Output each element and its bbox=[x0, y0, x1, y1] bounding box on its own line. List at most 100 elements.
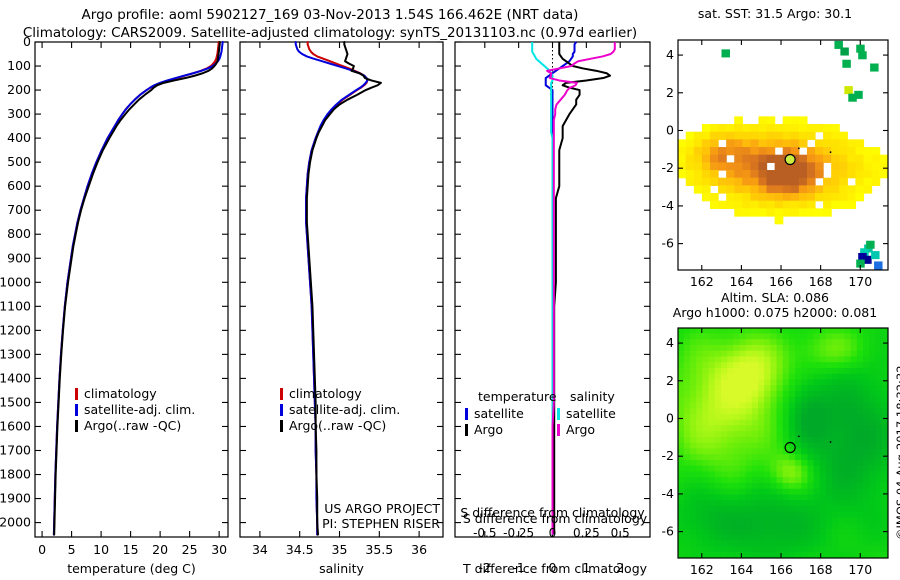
page-title-line1: Argo profile: aoml 5902127_169 03-Nov-20… bbox=[81, 7, 579, 23]
sla-cell bbox=[678, 551, 685, 558]
sla-cell bbox=[757, 500, 765, 507]
svg-text:400: 400 bbox=[7, 130, 31, 145]
sla-cell bbox=[739, 534, 747, 542]
sla-cell bbox=[825, 546, 833, 553]
sla-cell bbox=[869, 517, 876, 524]
sla-cell bbox=[856, 505, 864, 513]
sla-cell bbox=[764, 373, 771, 381]
sla-cell bbox=[764, 350, 771, 358]
sla-cell bbox=[838, 419, 846, 427]
sla-cell bbox=[838, 505, 846, 513]
sla-cell bbox=[856, 408, 864, 415]
sla-cell bbox=[801, 385, 809, 392]
sla-cell bbox=[881, 551, 888, 558]
sst-cell bbox=[750, 208, 760, 217]
sst-cell bbox=[798, 162, 808, 171]
sst-cell bbox=[734, 124, 743, 133]
sla-cell bbox=[856, 379, 864, 386]
sst-cell bbox=[847, 185, 856, 194]
svg-text:15: 15 bbox=[123, 542, 139, 557]
sla-cell bbox=[813, 356, 821, 363]
sst-cell bbox=[758, 170, 768, 179]
sla-cell bbox=[807, 419, 815, 427]
sla-cell bbox=[856, 350, 864, 358]
sst-cell bbox=[693, 185, 703, 194]
sla-cell bbox=[801, 390, 809, 398]
sla-cell bbox=[832, 436, 839, 444]
sla-cell bbox=[813, 459, 821, 467]
sst-cell bbox=[871, 154, 881, 163]
sla-cell bbox=[683, 454, 691, 461]
sla-cell bbox=[862, 328, 870, 335]
sla-cell bbox=[690, 454, 697, 461]
sla-cell bbox=[714, 465, 722, 473]
sla-cell bbox=[776, 511, 784, 519]
sla-cell bbox=[869, 494, 876, 501]
sla-cell bbox=[702, 328, 710, 335]
sla-cell bbox=[727, 488, 734, 496]
sla-cell bbox=[856, 413, 864, 421]
sst-cell bbox=[823, 154, 832, 163]
sla-cell bbox=[727, 385, 734, 392]
sla-cell bbox=[825, 523, 833, 530]
sla-cell bbox=[702, 425, 710, 432]
sla-cell bbox=[727, 419, 734, 427]
sla-cell bbox=[856, 546, 864, 553]
sla-cell bbox=[801, 402, 809, 409]
track-dot bbox=[829, 441, 832, 443]
sla-cell bbox=[733, 333, 741, 340]
sst-cell bbox=[806, 131, 816, 140]
sst-cell bbox=[815, 170, 824, 179]
sla-cell bbox=[862, 505, 870, 513]
sla-cell bbox=[813, 419, 821, 427]
sst-cell-cold bbox=[856, 44, 865, 53]
sla-cell bbox=[690, 448, 697, 455]
sla-cell bbox=[727, 540, 734, 547]
sla-cell bbox=[881, 425, 888, 432]
sla-cell bbox=[832, 494, 839, 501]
sst-cell bbox=[790, 200, 800, 209]
sla-cell bbox=[807, 408, 815, 415]
sst-cell bbox=[839, 193, 848, 202]
sla-cell bbox=[757, 333, 765, 340]
sla-cell bbox=[801, 367, 809, 375]
sla-cell bbox=[720, 477, 728, 484]
sst-cell bbox=[863, 147, 873, 156]
sst-cell bbox=[766, 147, 776, 156]
sst-cell bbox=[701, 193, 711, 202]
sst-cell bbox=[806, 177, 816, 186]
sst-cell bbox=[678, 139, 687, 148]
svg-text:-2: -2 bbox=[479, 560, 491, 575]
sla-cell bbox=[714, 413, 722, 421]
sla-cell bbox=[764, 367, 771, 375]
sla-cell bbox=[819, 402, 827, 409]
sla-cell bbox=[869, 419, 876, 427]
sla-cell bbox=[757, 328, 765, 335]
sla-cell bbox=[881, 477, 888, 484]
sla-cell bbox=[764, 431, 771, 438]
sla-cell bbox=[733, 339, 741, 346]
sla-cell bbox=[708, 465, 716, 473]
sst-cell bbox=[798, 139, 808, 148]
sla-cell bbox=[696, 328, 704, 335]
sla-cell bbox=[782, 482, 790, 490]
sla-cell bbox=[838, 448, 846, 455]
sla-cell bbox=[764, 546, 771, 553]
sla-cell bbox=[745, 534, 753, 542]
sla-cell bbox=[788, 390, 796, 398]
sla-cell bbox=[795, 459, 802, 467]
sla-cell bbox=[770, 356, 778, 363]
sla-cell bbox=[819, 350, 827, 358]
sla-cell bbox=[690, 413, 697, 421]
sst-cell bbox=[855, 185, 865, 194]
sst-cell bbox=[847, 170, 856, 179]
sst-cell bbox=[798, 170, 808, 179]
sla-cell bbox=[838, 551, 846, 558]
sla-cell bbox=[788, 546, 796, 553]
sla-cell bbox=[838, 540, 846, 547]
sla-cell bbox=[850, 350, 858, 358]
sla-cell bbox=[850, 431, 858, 438]
sla-cell bbox=[714, 488, 722, 496]
svg-text:300: 300 bbox=[7, 106, 31, 121]
sst-cell bbox=[831, 170, 840, 179]
